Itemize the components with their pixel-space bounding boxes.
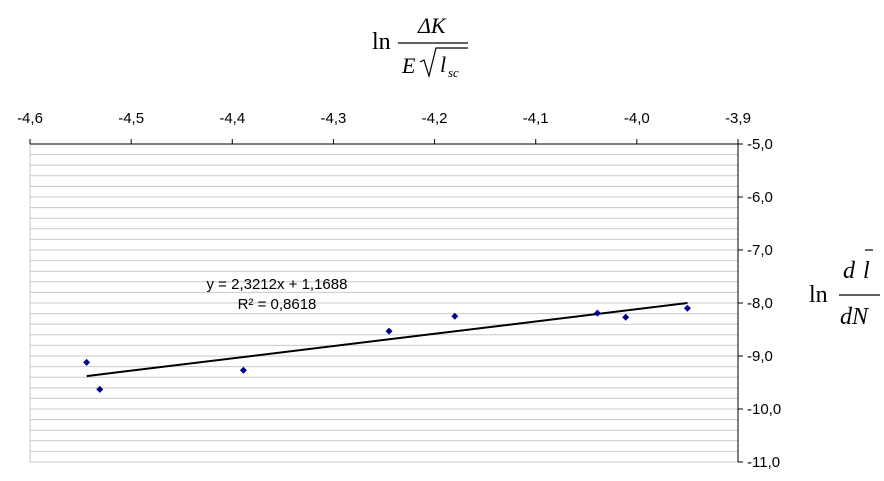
y-axis-label: ln d l dN bbox=[809, 249, 880, 330]
trendline-r-squared: R² = 0,8618 bbox=[238, 296, 317, 313]
data-point bbox=[83, 358, 91, 366]
data-point bbox=[451, 312, 459, 320]
y-tick-label: -9,0 bbox=[747, 348, 773, 365]
data-point bbox=[593, 309, 601, 317]
y-axis-label-numerator-l: l bbox=[863, 258, 870, 284]
x-axis-label-numerator: ΔK bbox=[417, 13, 447, 38]
trendline bbox=[86, 302, 688, 378]
x-tick-label: -4,3 bbox=[320, 110, 346, 127]
x-axis-label-denominator-sub: sc bbox=[448, 65, 459, 80]
y-tick-label: -10,0 bbox=[747, 401, 781, 418]
plot-area: -4,6 -4,5 -4,4 -4,3 -4,2 -4,1 -4,0 -3,9 -5,0 -6,0… bbox=[17, 110, 781, 471]
data-point bbox=[96, 385, 104, 393]
y-axis-label-prefix: ln bbox=[809, 282, 828, 308]
x-axis-label-sqrt-sign bbox=[419, 47, 468, 79]
x-axis-label-denominator-e: E bbox=[401, 53, 416, 78]
data-point bbox=[385, 327, 393, 335]
y-tick-label: -5,0 bbox=[747, 136, 773, 153]
x-tick-label: -3,9 bbox=[725, 110, 751, 127]
y-tick-label: -8,0 bbox=[747, 295, 773, 312]
y-tick-label: -6,0 bbox=[747, 189, 773, 206]
x-axis-label-prefix: ln bbox=[372, 29, 391, 55]
y-tick-label: -7,0 bbox=[747, 242, 773, 259]
trendline-label: y = 2,3212x + 1,1688 R² = 0,8618 bbox=[207, 276, 348, 313]
y-axis-label-denominator: dN bbox=[840, 304, 870, 330]
x-tick-label: -4,1 bbox=[523, 110, 549, 127]
y-axis-label-numerator-d: d bbox=[843, 258, 856, 284]
data-point bbox=[239, 366, 247, 374]
trendline-equation: y = 2,3212x + 1,1688 bbox=[207, 276, 348, 293]
x-tick-label: -4,0 bbox=[624, 110, 650, 127]
x-axis-label-denominator-l: l bbox=[440, 52, 446, 77]
x-tick-label: -4,6 bbox=[17, 110, 43, 127]
y-tick-label: -11,0 bbox=[747, 454, 780, 471]
x-axis-label: ln ΔK E l sc bbox=[372, 13, 468, 80]
x-tick-label: -4,4 bbox=[219, 110, 245, 127]
x-tick-label: -4,5 bbox=[118, 110, 144, 127]
x-tick-label: -4,2 bbox=[422, 110, 448, 127]
data-point bbox=[683, 304, 691, 312]
data-point bbox=[622, 313, 630, 321]
